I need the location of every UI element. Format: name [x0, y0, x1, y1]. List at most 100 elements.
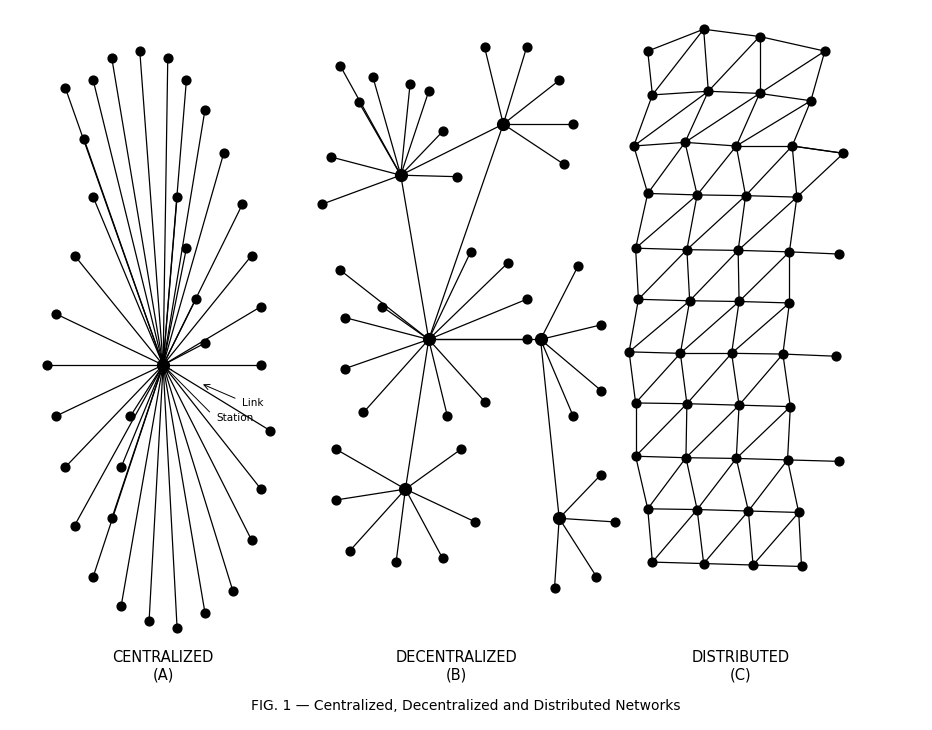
Point	[594, 385, 609, 396]
Point	[622, 346, 637, 358]
Point	[342, 545, 357, 557]
Point	[393, 169, 408, 181]
Point	[86, 571, 101, 583]
Point	[519, 293, 534, 305]
Point	[328, 443, 343, 455]
Text: CENTRALIZED: CENTRALIZED	[113, 650, 213, 664]
Point	[628, 397, 643, 409]
Point	[123, 410, 138, 422]
Point	[678, 452, 693, 464]
Text: DECENTRALIZED: DECENTRALIZED	[396, 650, 517, 664]
Point	[435, 553, 450, 564]
Point	[732, 296, 747, 307]
Point	[831, 248, 846, 260]
Point	[782, 297, 797, 309]
Point	[328, 494, 343, 506]
Point	[628, 450, 643, 462]
Point	[477, 396, 492, 407]
Point	[679, 398, 694, 410]
Point	[179, 242, 194, 254]
Point	[556, 158, 571, 170]
Point	[463, 246, 478, 258]
Point	[519, 334, 534, 345]
Point	[435, 126, 450, 137]
Point	[142, 615, 157, 626]
Point	[114, 461, 129, 473]
Point	[389, 556, 404, 568]
Point	[351, 96, 366, 108]
Point	[782, 246, 797, 258]
Point	[594, 319, 609, 331]
Point	[785, 140, 800, 152]
Point	[628, 242, 643, 254]
Point	[48, 308, 63, 320]
Point	[794, 561, 809, 572]
Point	[226, 585, 240, 597]
Point	[104, 53, 119, 64]
Text: Station: Station	[216, 412, 254, 423]
Point	[254, 359, 268, 371]
Point	[552, 74, 567, 86]
Point	[337, 363, 352, 374]
Point	[640, 45, 655, 57]
Point	[696, 23, 711, 35]
Point	[76, 133, 91, 145]
Point	[496, 118, 511, 130]
Point	[468, 516, 483, 528]
Text: (A): (A)	[153, 668, 173, 683]
Point	[58, 461, 73, 473]
Point	[244, 534, 259, 546]
Point	[170, 191, 185, 203]
Point	[566, 118, 581, 130]
Point	[403, 78, 418, 90]
Text: DISTRIBUTED: DISTRIBUTED	[692, 650, 790, 664]
Point	[132, 45, 147, 57]
Point	[682, 295, 697, 307]
Point	[156, 359, 171, 371]
Point	[640, 188, 655, 199]
Point	[803, 95, 818, 107]
Text: (C): (C)	[730, 668, 752, 683]
Point	[375, 301, 390, 312]
Point	[421, 85, 436, 97]
Point	[732, 399, 747, 411]
Point	[48, 410, 63, 422]
Point	[631, 293, 646, 305]
Point	[724, 347, 739, 359]
Point	[254, 301, 268, 312]
Point	[333, 60, 348, 72]
Point	[752, 88, 767, 99]
Point	[198, 607, 212, 619]
Point	[244, 250, 259, 261]
Point	[731, 245, 746, 256]
Point	[421, 334, 436, 345]
Point	[160, 53, 175, 64]
Point	[477, 42, 492, 53]
Point	[626, 140, 641, 152]
Point	[741, 505, 756, 517]
Point	[817, 45, 832, 57]
Point	[829, 350, 843, 362]
Point	[789, 191, 804, 203]
Text: Link: Link	[242, 398, 264, 408]
Point	[39, 359, 54, 371]
Point	[449, 171, 464, 182]
Point	[775, 348, 790, 360]
Point	[690, 504, 705, 515]
Point	[333, 264, 348, 276]
Point	[86, 191, 101, 203]
Point	[831, 456, 846, 467]
Point	[608, 516, 623, 528]
Point	[86, 74, 101, 86]
Point	[337, 312, 352, 323]
Point	[678, 137, 692, 148]
Point	[589, 571, 604, 583]
Point	[104, 512, 119, 524]
Point	[188, 293, 203, 305]
Point	[640, 503, 655, 515]
Point	[179, 74, 194, 86]
Point	[314, 199, 329, 210]
Point	[836, 147, 851, 159]
Point	[170, 622, 185, 634]
Point	[67, 250, 82, 261]
